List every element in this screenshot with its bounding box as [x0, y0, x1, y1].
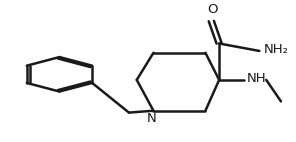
Text: NH: NH — [247, 72, 266, 85]
Text: NH₂: NH₂ — [264, 43, 289, 56]
Text: N: N — [147, 112, 157, 125]
Text: O: O — [207, 3, 218, 16]
